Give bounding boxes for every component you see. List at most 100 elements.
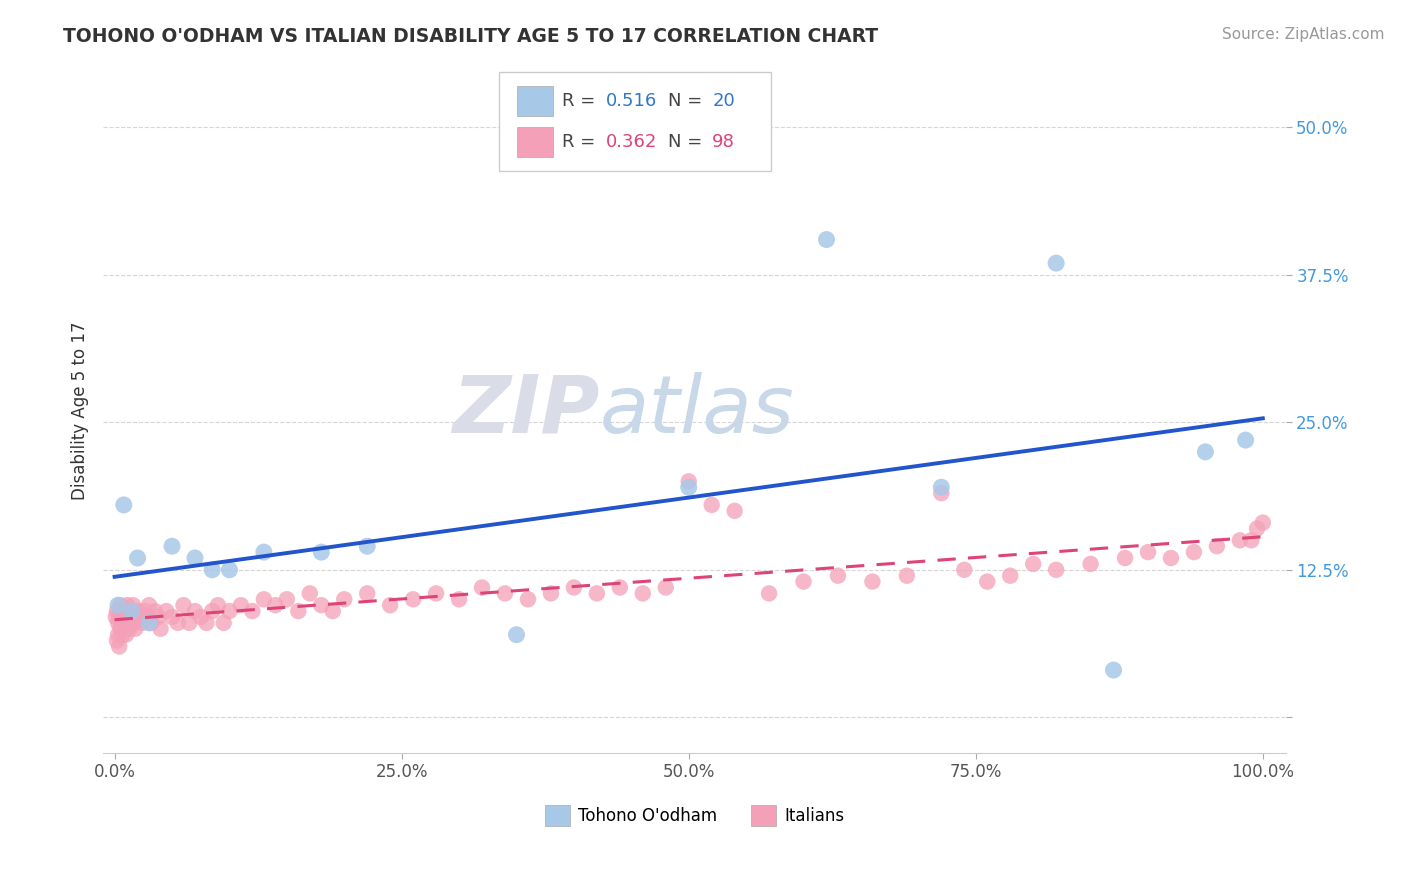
Point (160, 610, 183, 624)
Point (242, 604, 264, 618)
Text: 0.362: 0.362 (606, 134, 657, 152)
Point (111, 628, 134, 642)
Point (108, 610, 131, 624)
Point (114, 622, 136, 636)
Point (110, 615, 132, 630)
Point (976, 574, 998, 589)
Point (105, 604, 128, 618)
Point (201, 604, 224, 618)
Point (998, 568, 1021, 582)
Text: Source: ZipAtlas.com: Source: ZipAtlas.com (1222, 27, 1385, 42)
Point (953, 563, 976, 577)
Point (179, 615, 201, 630)
Point (143, 604, 166, 618)
Point (287, 604, 309, 618)
Point (114, 610, 136, 624)
Point (700, 498, 723, 512)
Point (1234, 433, 1257, 447)
Point (609, 581, 631, 595)
Point (195, 615, 218, 630)
Point (173, 598, 195, 612)
Point (1160, 551, 1182, 566)
Point (1229, 533, 1251, 548)
Text: 98: 98 (713, 134, 735, 152)
Point (218, 604, 240, 618)
Point (1136, 545, 1159, 559)
Point (218, 563, 240, 577)
Point (110, 598, 132, 612)
Point (931, 480, 953, 494)
Point (1045, 256, 1067, 270)
Point (380, 598, 402, 612)
Point (111, 604, 134, 618)
Point (122, 615, 145, 630)
Point (166, 615, 188, 630)
Point (631, 586, 654, 600)
Point (356, 586, 378, 600)
Point (1251, 516, 1274, 530)
Point (333, 592, 356, 607)
Point (1114, 551, 1136, 566)
Point (793, 574, 815, 589)
Text: N =: N = (668, 93, 709, 111)
Point (184, 551, 207, 566)
FancyBboxPatch shape (499, 72, 772, 171)
Point (149, 622, 172, 636)
Text: R =: R = (562, 93, 600, 111)
Point (1022, 557, 1045, 571)
Point (207, 598, 229, 612)
Point (1240, 533, 1263, 548)
Point (128, 610, 150, 624)
Point (253, 545, 276, 559)
Point (135, 610, 157, 624)
Point (112, 610, 135, 624)
Point (104, 610, 127, 624)
Y-axis label: Disability Age 5 to 17: Disability Age 5 to 17 (72, 321, 89, 500)
Point (115, 628, 138, 642)
Point (724, 504, 747, 518)
Point (586, 586, 609, 600)
Point (138, 598, 160, 612)
Point (311, 598, 333, 612)
Point (108, 640, 131, 654)
Point (107, 615, 129, 630)
Point (110, 622, 132, 636)
Text: 20: 20 (713, 93, 735, 111)
Point (138, 615, 160, 630)
Point (120, 604, 142, 618)
Point (127, 604, 149, 618)
Point (107, 598, 129, 612)
Point (124, 622, 146, 636)
Point (115, 598, 138, 612)
Text: R =: R = (562, 134, 600, 152)
Point (212, 615, 235, 630)
Point (862, 574, 884, 589)
Point (562, 581, 585, 595)
Point (402, 592, 425, 607)
Point (201, 563, 224, 577)
Point (1102, 663, 1125, 677)
Point (678, 475, 700, 489)
Point (121, 604, 143, 618)
Point (190, 610, 212, 624)
Point (117, 610, 139, 624)
Point (655, 581, 678, 595)
Point (107, 628, 129, 642)
Point (115, 604, 138, 618)
Point (494, 586, 516, 600)
Point (112, 604, 135, 618)
Point (253, 592, 276, 607)
Point (110, 622, 132, 636)
Point (264, 598, 287, 612)
Point (815, 233, 838, 247)
Point (276, 592, 298, 607)
Point (322, 604, 344, 618)
Point (356, 539, 378, 553)
Point (122, 598, 145, 612)
Point (1205, 539, 1227, 553)
Point (115, 615, 138, 630)
Point (517, 592, 540, 607)
Point (505, 628, 527, 642)
Point (131, 615, 153, 630)
Point (229, 598, 252, 612)
